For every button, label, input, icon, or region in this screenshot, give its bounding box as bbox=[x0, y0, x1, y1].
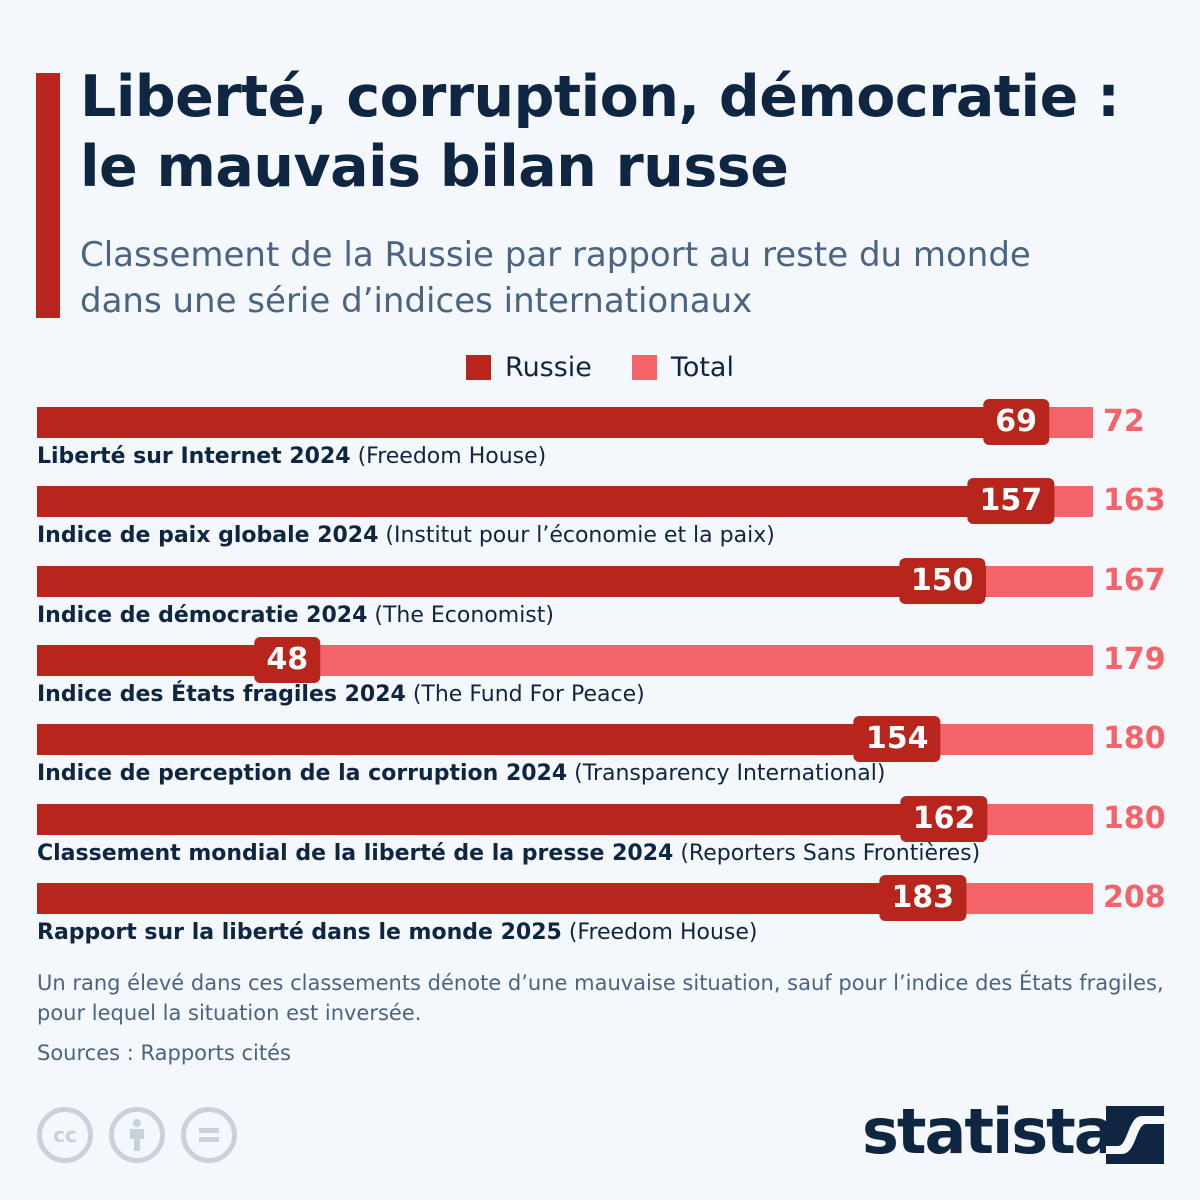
category-source: (Reporters Sans Frontières) bbox=[680, 840, 981, 866]
category-name: Indice de démocratie 2024 bbox=[37, 602, 368, 628]
bar-russie bbox=[37, 407, 1049, 438]
value-label-total: 179 bbox=[1103, 641, 1166, 677]
category-name: Rapport sur la liberté dans le monde 202… bbox=[37, 919, 562, 945]
bar-total: 154 bbox=[37, 716, 1093, 763]
value-label-russie: 154 bbox=[853, 716, 941, 763]
bar-total: 157 bbox=[37, 478, 1093, 525]
legend-item-total: Total bbox=[631, 352, 734, 383]
category-label: Indice des États fragiles 2024 (The Fund… bbox=[37, 680, 645, 710]
subtitle: Classement de la Russie par rapport au r… bbox=[80, 232, 1190, 324]
chart-row: 69 72 Liberté sur Internet 2024 (Freedom H… bbox=[0, 399, 1200, 480]
value-label-russie: 183 bbox=[879, 874, 967, 921]
value-label-total: 208 bbox=[1103, 879, 1166, 915]
category-source: (Freedom House) bbox=[568, 919, 758, 945]
category-name: Liberté sur Internet 2024 bbox=[37, 444, 351, 469]
bar-russie bbox=[37, 803, 988, 835]
no-derivatives-icon bbox=[181, 1107, 237, 1163]
title-line-2: le mauvais bilan russe bbox=[80, 134, 789, 200]
category-source: (Transparency International) bbox=[574, 761, 886, 787]
bar-total: 150 bbox=[37, 557, 1093, 604]
category-source: (Institut pour l’économie et la paix) bbox=[385, 523, 775, 549]
bar-russie bbox=[37, 565, 986, 597]
category-source: (The Economist) bbox=[374, 602, 554, 628]
value-label-total: 167 bbox=[1103, 562, 1166, 598]
category-label: Indice de démocratie 2024 (The Economist… bbox=[37, 601, 554, 631]
category-label: Classement mondial de la liberté de la p… bbox=[37, 839, 980, 869]
footnote: Un rang élevé dans ces classements dénot… bbox=[37, 971, 1164, 1025]
category-label: Liberté sur Internet 2024 (Freedom House… bbox=[37, 442, 546, 472]
legend: Russie Total bbox=[0, 352, 1200, 383]
category-name: Indice de paix globale 2024 bbox=[37, 523, 379, 549]
category-source: (The Fund For Peace) bbox=[412, 681, 645, 707]
chart-row: 154 180 Indice de perception de la corrupt… bbox=[0, 716, 1200, 797]
category-name: Indice des États fragiles 2024 bbox=[37, 681, 406, 707]
legend-swatch-russie bbox=[466, 355, 492, 380]
bar-total: 69 bbox=[37, 399, 1093, 445]
legend-item-russie: Russie bbox=[466, 352, 592, 383]
bar-russie bbox=[37, 486, 1055, 518]
subtitle-line-2: dans une série d’indices internationaux bbox=[80, 281, 753, 321]
value-label-total: 180 bbox=[1103, 721, 1166, 757]
subtitle-line-1: Classement de la Russie par rapport au r… bbox=[80, 235, 1031, 275]
bar-russie bbox=[37, 882, 967, 914]
chart-row: 162 180 Classement mondial de la liberté d… bbox=[0, 795, 1200, 877]
chart-row: 48 179 Indice des États fragiles 2024 (The… bbox=[0, 636, 1200, 718]
value-label-russie: 150 bbox=[898, 557, 986, 604]
chart-row: 150 167 Indice de démocratie 2024 (The Eco… bbox=[0, 557, 1200, 639]
chart-row: 157 163 Indice de paix globale 2024 (Insti… bbox=[0, 478, 1200, 559]
attribution-icon bbox=[109, 1107, 165, 1163]
category-name: Classement mondial de la liberté de la p… bbox=[37, 840, 674, 866]
bar-russie bbox=[37, 724, 941, 756]
bar-total: 162 bbox=[37, 795, 1093, 842]
value-label-russie: 48 bbox=[254, 636, 321, 683]
cc-icon: cc bbox=[37, 1107, 93, 1163]
bar-total: 183 bbox=[37, 874, 1093, 921]
value-label-total: 163 bbox=[1103, 483, 1166, 519]
value-label-total: 72 bbox=[1103, 404, 1145, 439]
statista-logo-text[interactable]: statista bbox=[862, 1095, 1116, 1168]
page-title: Liberté, corruption, démocratie : le mau… bbox=[80, 62, 1190, 202]
value-label-russie: 162 bbox=[900, 795, 988, 842]
value-label-russie: 157 bbox=[967, 478, 1055, 525]
legend-label-russie: Russie bbox=[505, 352, 592, 383]
legend-label-total: Total bbox=[670, 352, 734, 383]
bar-chart: 69 72 Liberté sur Internet 2024 (Freedom H… bbox=[0, 399, 1200, 960]
category-source: (Freedom House) bbox=[357, 444, 547, 469]
category-name: Indice de perception de la corruption 20… bbox=[37, 761, 568, 787]
title-line-1: Liberté, corruption, démocratie : bbox=[80, 64, 1120, 130]
statista-logo-icon[interactable] bbox=[1106, 1106, 1164, 1164]
value-label-russie: 69 bbox=[983, 399, 1049, 445]
sources: Sources : Rapports cités bbox=[37, 1041, 291, 1065]
category-label: Indice de paix globale 2024 (Institut po… bbox=[37, 521, 775, 551]
chart-row: 183 208 Rapport sur la liberté dans le mon… bbox=[0, 874, 1200, 956]
category-label: Indice de perception de la corruption 20… bbox=[37, 759, 885, 789]
category-label: Rapport sur la liberté dans le monde 202… bbox=[37, 918, 757, 948]
legend-swatch-total bbox=[631, 355, 657, 380]
value-label-total: 180 bbox=[1103, 800, 1166, 836]
bar-total: 48 bbox=[37, 636, 1093, 683]
title-accent-bar bbox=[36, 73, 60, 318]
